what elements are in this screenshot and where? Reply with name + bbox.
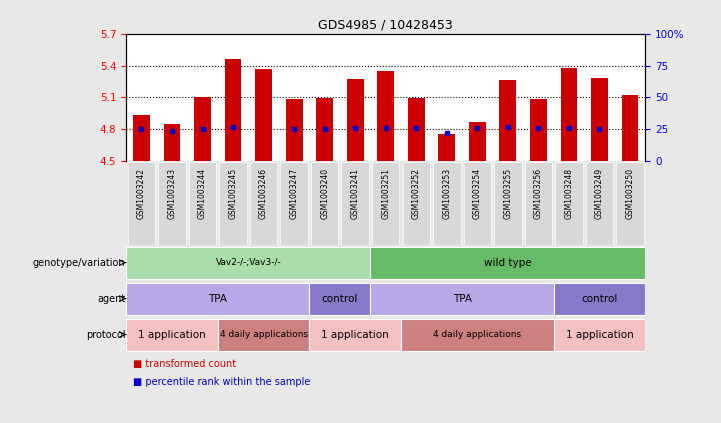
Bar: [347, 80, 363, 161]
Text: wild type: wild type: [484, 258, 531, 268]
Text: GSM1003254: GSM1003254: [473, 168, 482, 219]
FancyBboxPatch shape: [464, 162, 491, 245]
FancyBboxPatch shape: [158, 162, 186, 245]
FancyBboxPatch shape: [555, 162, 583, 245]
FancyBboxPatch shape: [585, 162, 614, 245]
Text: 1 application: 1 application: [565, 330, 633, 340]
Text: 1 application: 1 application: [138, 330, 206, 340]
Text: TPA: TPA: [453, 294, 472, 304]
Text: agent: agent: [97, 294, 125, 304]
FancyBboxPatch shape: [554, 283, 645, 316]
Text: GSM1003246: GSM1003246: [259, 168, 268, 219]
Text: GSM1003247: GSM1003247: [290, 168, 298, 219]
FancyBboxPatch shape: [126, 283, 309, 316]
Text: GSM1003243: GSM1003243: [167, 168, 177, 219]
FancyBboxPatch shape: [309, 283, 371, 316]
FancyBboxPatch shape: [280, 162, 308, 245]
FancyBboxPatch shape: [250, 162, 278, 245]
FancyBboxPatch shape: [616, 162, 644, 245]
FancyBboxPatch shape: [525, 162, 552, 245]
FancyBboxPatch shape: [311, 162, 338, 245]
Bar: [133, 115, 150, 161]
Text: GSM1003241: GSM1003241: [350, 168, 360, 219]
Bar: [591, 78, 608, 161]
FancyBboxPatch shape: [433, 162, 461, 245]
Text: TPA: TPA: [208, 294, 227, 304]
Text: genotype/variation: genotype/variation: [33, 258, 125, 268]
Text: GSM1003244: GSM1003244: [198, 168, 207, 219]
Bar: [317, 99, 333, 161]
Bar: [286, 99, 303, 161]
Bar: [469, 121, 486, 161]
FancyBboxPatch shape: [219, 162, 247, 245]
Bar: [225, 59, 242, 161]
Bar: [438, 134, 455, 161]
Text: control: control: [322, 294, 358, 304]
Bar: [255, 69, 272, 161]
FancyBboxPatch shape: [126, 319, 218, 352]
Text: ■ transformed count: ■ transformed count: [133, 359, 236, 369]
Text: protocol: protocol: [86, 330, 125, 340]
FancyBboxPatch shape: [371, 283, 554, 316]
Text: 1 application: 1 application: [322, 330, 389, 340]
Text: GSM1003250: GSM1003250: [626, 168, 634, 219]
Bar: [194, 97, 211, 161]
Text: GSM1003245: GSM1003245: [229, 168, 237, 219]
Text: 4 daily applications: 4 daily applications: [219, 330, 308, 339]
Bar: [560, 68, 578, 161]
Bar: [408, 99, 425, 161]
Bar: [500, 80, 516, 161]
FancyBboxPatch shape: [554, 319, 645, 352]
Text: GSM1003242: GSM1003242: [137, 168, 146, 219]
Bar: [530, 99, 547, 161]
Bar: [622, 95, 638, 161]
FancyBboxPatch shape: [342, 162, 369, 245]
FancyBboxPatch shape: [494, 162, 521, 245]
Text: GSM1003248: GSM1003248: [565, 168, 573, 219]
Text: GSM1003252: GSM1003252: [412, 168, 421, 219]
Text: Vav2-/-;Vav3-/-: Vav2-/-;Vav3-/-: [216, 258, 281, 267]
FancyBboxPatch shape: [401, 319, 554, 352]
Text: GSM1003253: GSM1003253: [442, 168, 451, 219]
Text: 4 daily applications: 4 daily applications: [433, 330, 521, 339]
FancyBboxPatch shape: [128, 162, 155, 245]
Text: ■ percentile rank within the sample: ■ percentile rank within the sample: [133, 377, 311, 387]
FancyBboxPatch shape: [402, 162, 430, 245]
FancyBboxPatch shape: [189, 162, 216, 245]
FancyBboxPatch shape: [372, 162, 399, 245]
FancyBboxPatch shape: [126, 247, 371, 280]
Text: GSM1003255: GSM1003255: [503, 168, 513, 219]
FancyBboxPatch shape: [371, 247, 645, 280]
Text: GSM1003240: GSM1003240: [320, 168, 329, 219]
Text: GSM1003249: GSM1003249: [595, 168, 604, 219]
FancyBboxPatch shape: [218, 319, 309, 352]
Bar: [164, 124, 180, 161]
Text: GSM1003256: GSM1003256: [534, 168, 543, 219]
Text: GSM1003251: GSM1003251: [381, 168, 390, 219]
Bar: [377, 71, 394, 161]
FancyBboxPatch shape: [309, 319, 401, 352]
Text: GDS4985 / 10428453: GDS4985 / 10428453: [319, 19, 453, 32]
Text: control: control: [581, 294, 618, 304]
